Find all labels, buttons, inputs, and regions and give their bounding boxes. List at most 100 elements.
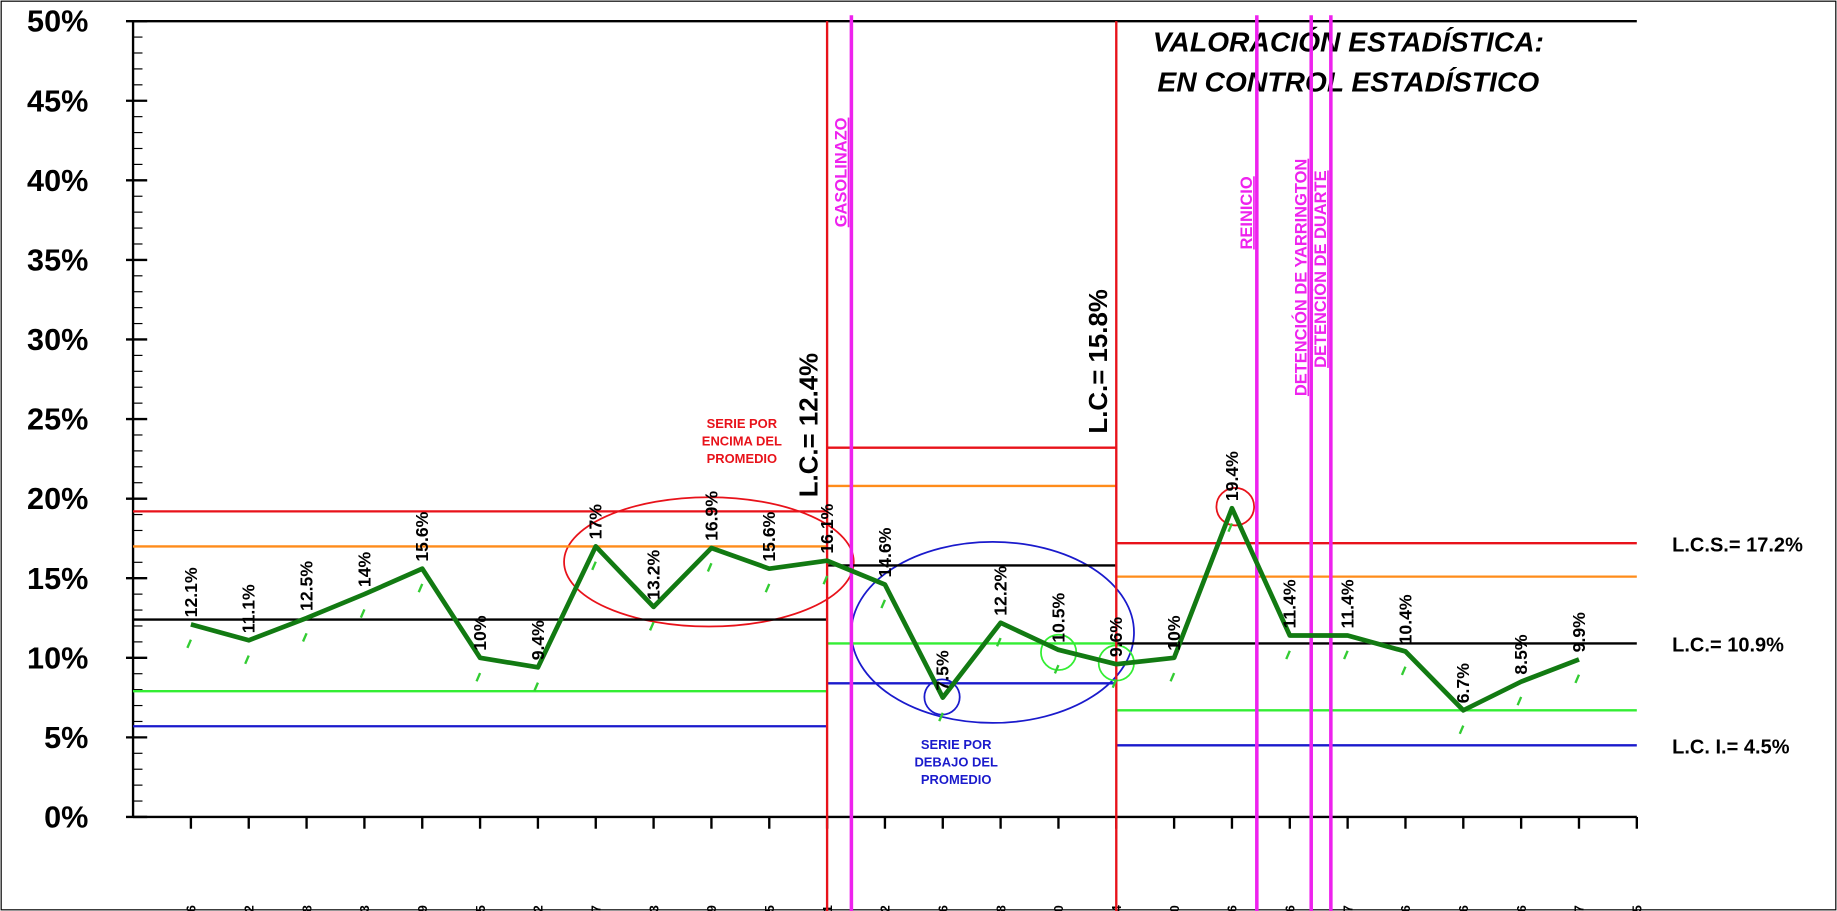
y-tick-label: 10%: [27, 641, 88, 675]
data-label: 11.4%: [1338, 579, 1358, 628]
series-line: [190, 505, 1580, 713]
data-label: 8.5%: [1511, 634, 1531, 674]
event-label: GASOLINAZO: [833, 117, 851, 227]
data-label: 10.4%: [1395, 594, 1415, 644]
y-tick-label: 35%: [27, 244, 88, 278]
x-tick-label: JUN -05: [1630, 905, 1645, 911]
x-tick-label: NOV -03: [357, 905, 372, 911]
y-tick-label: 20%: [27, 482, 88, 516]
limit-label: L.C.S.= 17.2%: [1672, 534, 1803, 556]
annotation: SERIE POR: [921, 737, 992, 752]
x-tick-label: OCT -28: [299, 905, 314, 911]
tick-mark: [1400, 666, 1407, 676]
x-tick-label: OCT -22: [241, 905, 256, 911]
data-label: 17%: [586, 504, 606, 540]
x-tick-label: OCT -16: [184, 905, 199, 911]
x-tick-label: ABR -06: [1282, 905, 1297, 911]
tick-mark: [880, 599, 887, 609]
tick-mark: [822, 575, 829, 585]
center-label: L.C.= 15.8%: [1085, 289, 1113, 433]
data-label: 10.5%: [1048, 593, 1068, 643]
data-label: 11.4%: [1280, 579, 1300, 628]
annotation: PROMEDIO: [707, 451, 778, 466]
annotation: ENCIMA DEL: [702, 434, 782, 449]
y-tick-label: 45%: [27, 84, 88, 118]
annotation-circle: [563, 496, 855, 628]
x-tick-label: NOV -09: [415, 905, 430, 911]
tick-mark: [938, 712, 944, 722]
data-label: 12.5%: [296, 561, 316, 611]
x-tick-label: MAY -06: [1456, 905, 1471, 911]
data-label: 6.7%: [1453, 663, 1473, 703]
tick-mark: [1111, 678, 1118, 689]
center-label: L.C.= 12.4%: [796, 353, 824, 497]
tick-mark: [1169, 672, 1176, 682]
x-tick-label: ABR -17: [1340, 905, 1355, 911]
x-tick-label: MAY -27: [1572, 905, 1587, 911]
tick-mark: [764, 583, 771, 593]
data-label: 15.6%: [759, 511, 779, 561]
data-label: 13.2%: [643, 550, 663, 600]
event-label: REINICIO: [1238, 176, 1256, 249]
chart-title: EN CONTROL ESTADÍSTICO: [1157, 66, 1539, 98]
tick-mark: [648, 621, 655, 631]
x-tick-label: ENE -20: [1167, 905, 1182, 911]
x-tick-label: NOV -15: [473, 905, 488, 911]
tick-mark: [995, 637, 1002, 647]
data-label: 14.6%: [875, 527, 895, 577]
tick-mark: [1285, 650, 1291, 660]
annotation: PROMEDIO: [921, 772, 992, 787]
event-label: DETENCIÓN DE DUARTE: [1311, 170, 1330, 367]
annotation: DEBAJO DEL: [914, 754, 998, 769]
tick-mark: [417, 583, 424, 593]
data-label: 9.6%: [1106, 617, 1126, 657]
x-tick-label: NOV -27: [588, 905, 603, 911]
x-tick-label: DIC -09: [704, 905, 719, 911]
tick-mark: [1516, 696, 1523, 706]
tick-mark: [475, 672, 482, 682]
annotation-circle: [1215, 486, 1255, 527]
y-tick-label: 5%: [44, 721, 88, 755]
data-label: 10%: [1164, 615, 1184, 651]
x-tick-label: MAY -16: [1514, 905, 1529, 911]
x-tick-label: DIC -03: [646, 905, 661, 911]
x-tick-label: ABR -26: [1398, 905, 1413, 911]
data-label: 12.2%: [990, 565, 1010, 615]
y-tick-label: 0%: [44, 801, 88, 835]
tick-mark: [244, 655, 250, 665]
data-label: 9.4%: [528, 620, 548, 660]
tick-mark: [1053, 664, 1060, 674]
y-tick-label: 50%: [27, 5, 88, 39]
data-label: 11.1%: [239, 584, 259, 633]
event-label: DETENCIÓN DE YARRINGTON: [1291, 159, 1310, 396]
chart-title: VALORACIÓN ESTADÍSTICA:: [1153, 26, 1544, 58]
data-label: 7.5%: [933, 650, 953, 690]
tick-mark: [591, 561, 597, 571]
x-tick-label: ENE -10: [1051, 905, 1066, 911]
x-tick-label: ENE -26: [1225, 905, 1240, 911]
y-tick-label: 15%: [27, 562, 88, 596]
tick-mark: [359, 608, 366, 619]
data-label: 16.9%: [701, 491, 721, 541]
limit-label: L.C. I.= 4.5%: [1672, 737, 1790, 759]
annotation: SERIE POR: [707, 416, 778, 431]
x-tick-label: ENE -08: [993, 905, 1008, 911]
y-tick-label: 40%: [27, 164, 88, 198]
x-tick-label: ENE -06: [935, 905, 950, 911]
data-label: 19.4%: [1222, 451, 1242, 501]
y-tick-label: 25%: [27, 403, 88, 437]
x-tick-label: DIC -15: [762, 905, 777, 911]
x-tick-label: NOV -22: [531, 905, 546, 911]
x-tick-label: ENE -02: [878, 905, 893, 911]
tick-mark: [1574, 674, 1581, 684]
tick-mark: [706, 562, 713, 572]
limit-label: L.C.= 10.9%: [1672, 635, 1784, 657]
tick-mark: [1227, 523, 1234, 533]
data-label: 14%: [354, 552, 374, 588]
tick-mark: [533, 682, 540, 692]
y-tick-label: 30%: [27, 323, 88, 357]
tick-mark: [1458, 725, 1465, 735]
data-label: 16.1%: [817, 503, 837, 553]
